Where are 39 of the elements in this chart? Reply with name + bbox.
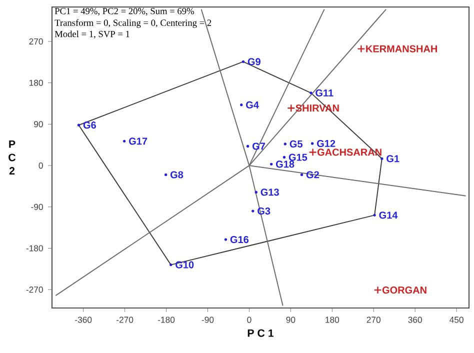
y-tick-label: 0: [38, 162, 43, 169]
data-label: GORGAN: [382, 286, 426, 294]
x-tick-label: 270: [366, 316, 381, 323]
data-label: G16: [230, 236, 249, 244]
x-tick-label: 90: [286, 316, 296, 323]
x-tick-label: -90: [202, 316, 214, 323]
data-label: G17: [129, 138, 148, 145]
data-label: G4: [246, 101, 259, 108]
x-tick-label: 180: [326, 316, 340, 323]
y-tick-label: 180: [30, 80, 43, 86]
x-tick-label: 0: [247, 316, 252, 323]
x-axis-title: P C 1: [248, 329, 274, 337]
x-tick-label: -360: [75, 316, 92, 323]
y-tick-label: -180: [26, 245, 43, 252]
data-label: G5: [290, 140, 302, 148]
annotation: Transform = 0, Scaling = 0, Centering = 2: [54, 19, 212, 28]
data-label: G10: [176, 261, 194, 268]
y-tick-label: -270: [26, 286, 43, 293]
data-label: G15: [288, 154, 308, 161]
data-label: G1: [386, 155, 400, 162]
x-tick-label: 450: [450, 316, 464, 323]
x-tick-label: -180: [158, 316, 175, 323]
data-label: G6: [83, 122, 96, 129]
annotation: Model = 1, SVP = 1: [54, 30, 130, 39]
data-label: G11: [316, 89, 334, 96]
data-label: G14: [379, 212, 398, 219]
data-label: G18: [276, 160, 294, 168]
data-label: G8: [170, 171, 184, 178]
data-label: G12: [317, 140, 336, 148]
y-axis-title: P C 2: [8, 140, 16, 174]
y-tick-label: -90: [31, 204, 43, 210]
data-label: G13: [260, 188, 279, 196]
y-tick-label: 270: [29, 38, 43, 45]
x-tick-label: -270: [116, 316, 134, 323]
data-label: G9: [248, 58, 260, 66]
x-tick-label: 360: [408, 316, 422, 323]
annotation: PC1 = 49%, PC2 = 20%, Sum = 69%: [54, 8, 194, 16]
data-label: KERMANSHAH: [366, 45, 437, 52]
y-tick-label: 90: [34, 121, 43, 128]
